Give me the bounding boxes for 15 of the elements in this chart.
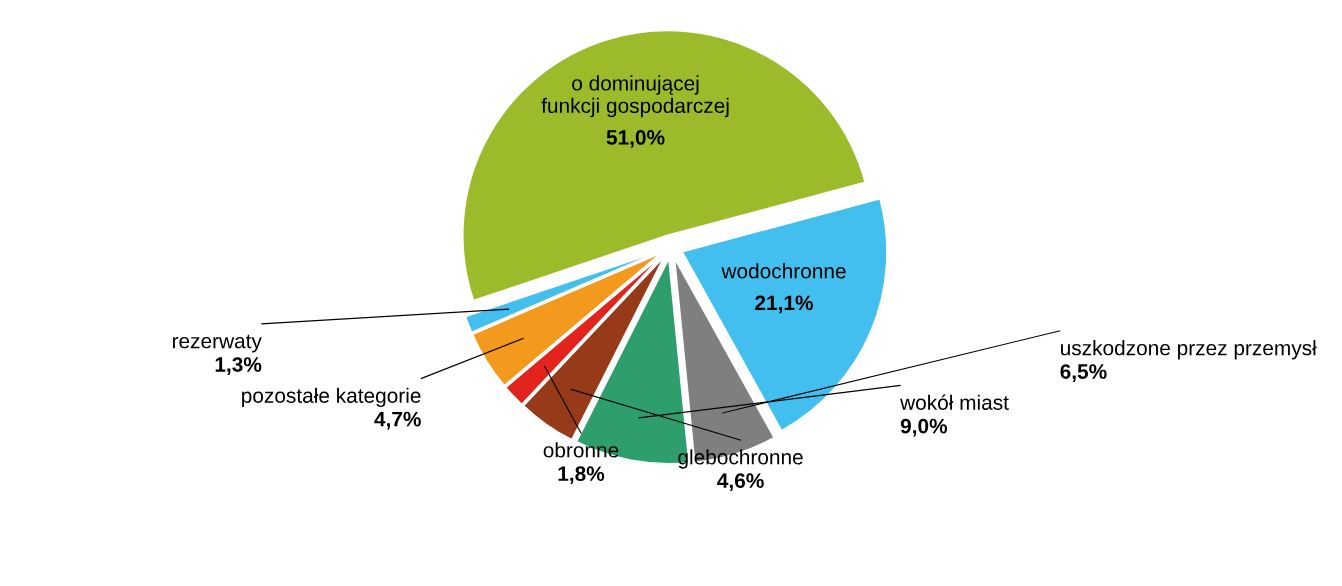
- slice-label: rezerwaty: [172, 334, 262, 353]
- slice-label: wokół miast: [900, 394, 1009, 410]
- slice-label: glebochronne: [678, 449, 803, 469]
- data-label: 6,5%: [1060, 364, 1107, 382]
- data-label: 1,3%: [215, 357, 262, 375]
- data-label: 4,7%: [374, 411, 421, 430]
- slice-label: wodochronne: [721, 263, 846, 279]
- data-label: 1,8%: [558, 466, 605, 485]
- slice-label: pozostałe kategorie: [242, 387, 421, 408]
- data-label: 51,0%: [606, 130, 665, 148]
- slice-label: o dominującej funkcji gospodarczej: [541, 75, 729, 118]
- data-label: 9,0%: [900, 418, 948, 437]
- slice-label: uszkodzone przez przemysł: [1061, 340, 1317, 360]
- data-label: 21,1%: [755, 295, 813, 314]
- data-label: 4,6%: [717, 473, 764, 492]
